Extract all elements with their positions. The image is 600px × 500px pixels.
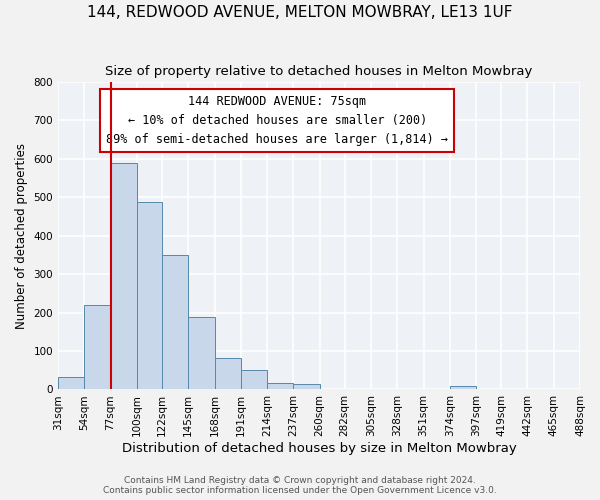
Text: 144, REDWOOD AVENUE, MELTON MOWBRAY, LE13 1UF: 144, REDWOOD AVENUE, MELTON MOWBRAY, LE1… <box>87 5 513 20</box>
Bar <box>215 358 241 390</box>
Bar <box>137 202 162 390</box>
Bar <box>267 382 293 390</box>
Text: 144 REDWOOD AVENUE: 75sqm
← 10% of detached houses are smaller (200)
89% of semi: 144 REDWOOD AVENUE: 75sqm ← 10% of detac… <box>106 95 448 146</box>
Bar <box>162 255 188 390</box>
Title: Size of property relative to detached houses in Melton Mowbray: Size of property relative to detached ho… <box>106 65 533 78</box>
Bar <box>110 162 137 390</box>
Bar <box>450 386 476 390</box>
Text: Contains HM Land Registry data © Crown copyright and database right 2024.
Contai: Contains HM Land Registry data © Crown c… <box>103 476 497 495</box>
Bar <box>188 317 215 390</box>
Y-axis label: Number of detached properties: Number of detached properties <box>15 142 28 328</box>
X-axis label: Distribution of detached houses by size in Melton Mowbray: Distribution of detached houses by size … <box>122 442 517 455</box>
Bar <box>241 370 267 390</box>
Bar <box>293 384 320 390</box>
Bar <box>85 305 110 390</box>
Bar <box>58 377 85 390</box>
